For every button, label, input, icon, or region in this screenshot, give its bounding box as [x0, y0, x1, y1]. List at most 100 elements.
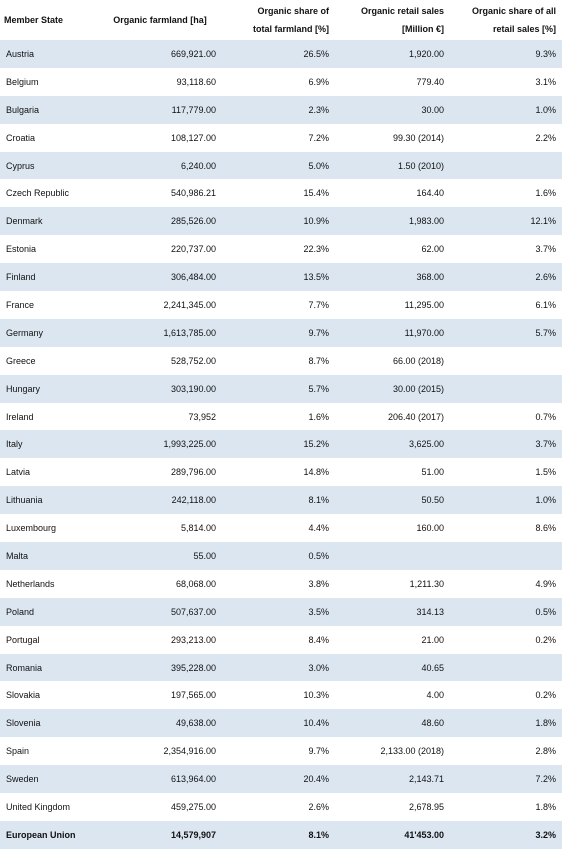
value-cell: 5.7% — [450, 318, 562, 347]
value-cell: 14.8% — [303, 467, 329, 478]
value-cell: 108,127.00 — [170, 132, 216, 143]
value-cell: 1,993,225.00 — [100, 430, 222, 459]
value-cell: 540,986.21 — [170, 188, 216, 199]
value-cell: 0.7% — [535, 411, 556, 422]
value-cell: 1.8% — [535, 801, 556, 812]
value-cell: 5,814.00 — [180, 523, 216, 534]
value-cell: 73,952 — [188, 411, 216, 422]
value-cell: 15.4% — [303, 188, 329, 199]
value-cell: 1,211.30 — [409, 578, 444, 589]
table-row: Luxembourg 5,814.00 4.4% 160.00 8.6% — [0, 514, 562, 542]
value-cell: 93,118.60 — [176, 76, 216, 87]
value-cell: 293,213.00 — [170, 634, 216, 645]
member-state: France — [6, 299, 35, 310]
member-state: Netherlands — [6, 578, 55, 589]
value-cell: 206.40 (2017) — [387, 411, 444, 422]
table-row: Latvia 289,796.00 14.8% 51.00 1.5% — [0, 458, 562, 486]
header-cell: Organic retail sales [Million €] — [335, 0, 450, 40]
value-cell: 242,118.00 — [100, 486, 222, 515]
value-cell: 0.2% — [535, 634, 556, 645]
member-state: Croatia — [6, 132, 36, 143]
table-body: Austria 669,921.00 26.5% 1,920.00 9.3% Belgiu… — [0, 40, 562, 849]
value-cell: 12.1% — [450, 207, 562, 236]
member-state: Ireland — [6, 411, 34, 422]
value-cell: 10.3% — [303, 690, 329, 701]
value-cell: 40.65 — [335, 653, 450, 682]
member-state: Bulgaria — [0, 95, 100, 124]
table-row: Greece 528,752.00 8.7% 66.00 (2018) — [0, 347, 562, 375]
header-text: Organic retail sales [Million €] — [360, 6, 444, 34]
value-cell: 669,921.00 — [100, 40, 222, 68]
table-row: Croatia 108,127.00 7.2% 99.30 (2014) 2.2% — [0, 124, 562, 152]
value-cell: 3.2% — [450, 820, 562, 849]
member-state: Portugal — [6, 634, 40, 645]
value-cell: 1,983.00 — [335, 207, 450, 236]
value-cell: 289,796.00 — [170, 467, 216, 478]
value-cell: 1,613,785.00 — [100, 318, 222, 347]
value-cell — [450, 542, 562, 570]
value-cell: 6,240.00 — [100, 151, 222, 180]
member-state: Belgium — [6, 76, 39, 87]
header-row: Member State Organic farmland [ha] Organic… — [0, 0, 562, 40]
value-cell: 117,779.00 — [100, 95, 222, 124]
member-state: Slovenia — [0, 709, 100, 738]
member-state: Lithuania — [0, 486, 100, 515]
value-cell: 4.9% — [535, 578, 556, 589]
table-row: France 2,241,345.00 7.7% 11,295.00 6.1% — [0, 291, 562, 319]
member-state: Greece — [6, 355, 36, 366]
member-state: Romania — [0, 653, 100, 682]
value-cell: 2,133.00 (2018) — [380, 746, 444, 757]
member-state: Germany — [0, 318, 100, 347]
value-cell: 395,228.00 — [100, 653, 222, 682]
value-cell: 11,295.00 — [404, 299, 444, 310]
header-text: Organic share of all retail sales [%] — [471, 6, 556, 34]
value-cell: 8.1% — [222, 486, 335, 515]
member-state: Estonia — [6, 244, 37, 255]
member-state: Latvia — [6, 467, 31, 478]
value-cell — [450, 374, 562, 403]
value-cell: 1.0% — [450, 95, 562, 124]
member-state: Luxembourg — [6, 523, 57, 534]
header-cell: Member State — [0, 0, 100, 40]
value-cell: 2,678.95 — [408, 801, 444, 812]
table-row: European Union 14,579,907 8.1% 41'453.00 3.2… — [0, 820, 562, 849]
value-cell: 303,190.00 — [100, 374, 222, 403]
value-cell: 3.1% — [535, 76, 556, 87]
value-cell: 3.8% — [308, 578, 329, 589]
table-row: Malta 55.00 0.5% — [0, 542, 562, 570]
table-row: Austria 669,921.00 26.5% 1,920.00 9.3% — [0, 40, 562, 68]
value-cell: 55.00 — [100, 542, 222, 570]
value-cell: 1.8% — [450, 709, 562, 738]
value-cell: 4.4% — [308, 523, 329, 534]
value-cell: 9.7% — [308, 746, 329, 757]
value-cell: 0.2% — [535, 690, 556, 701]
header-cell: Organic share of total farmland [%] — [222, 0, 335, 40]
table-row: Italy 1,993,225.00 15.2% 3,625.00 3.7% — [0, 430, 562, 459]
table-row: Slovenia 49,638.00 10.4% 48.60 1.8% — [0, 709, 562, 738]
value-cell: 6.9% — [308, 76, 329, 87]
value-cell: 8.6% — [535, 523, 556, 534]
value-cell: 779.40 — [416, 76, 444, 87]
value-cell: 7.2% — [450, 765, 562, 794]
value-cell: 1.6% — [535, 188, 556, 199]
member-state: United Kingdom — [6, 801, 71, 812]
value-cell: 30.00 (2015) — [335, 374, 450, 403]
table-row: Spain 2,354,916.00 9.7% 2,133.00 (2018) 2.8% — [0, 737, 562, 765]
table-row: Romania 395,228.00 3.0% 40.65 — [0, 653, 562, 682]
value-cell: 220,737.00 — [170, 244, 216, 255]
value-cell: 1.5% — [535, 467, 556, 478]
value-cell: 41'453.00 — [335, 820, 450, 849]
value-cell: 2,354,916.00 — [163, 746, 216, 757]
value-cell: 1,920.00 — [335, 40, 450, 68]
value-cell: 528,752.00 — [170, 355, 216, 366]
value-cell: 613,964.00 — [100, 765, 222, 794]
member-state: Spain — [6, 746, 30, 757]
value-cell: 1.0% — [450, 486, 562, 515]
value-cell: 51.00 — [421, 467, 444, 478]
value-cell: 314.13 — [335, 597, 450, 626]
value-cell: 3.0% — [222, 653, 335, 682]
member-state: Cyprus — [0, 151, 100, 180]
value-cell: 160.00 — [416, 523, 444, 534]
